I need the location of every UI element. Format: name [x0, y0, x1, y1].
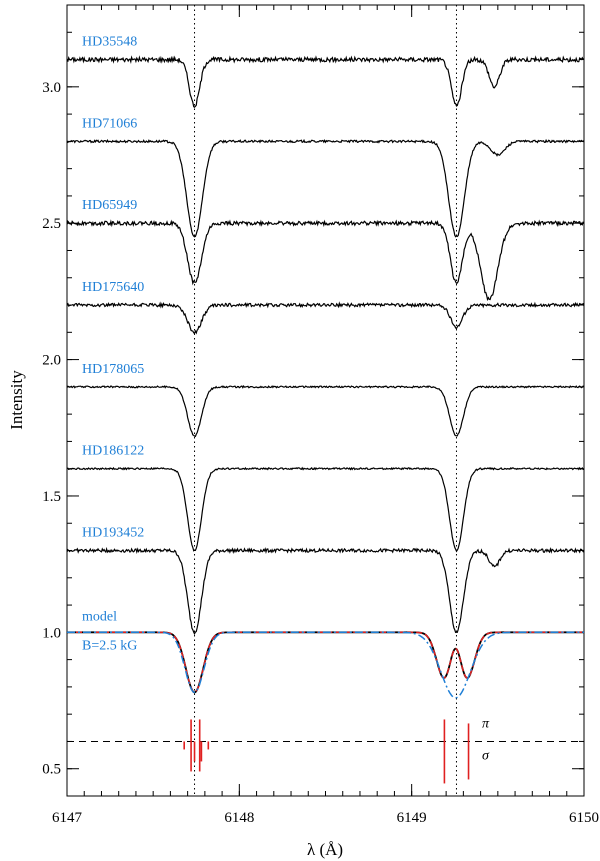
plot-frame-group: [66, 4, 585, 797]
star-label-hd193452: HD193452: [82, 526, 144, 541]
spectra-series: [66, 55, 585, 636]
x-tick-label: 6148: [224, 810, 254, 826]
model-series: [67, 631, 584, 699]
star-label-hd35548: HD35548: [82, 35, 137, 50]
y-tick-label: 2.0: [42, 353, 61, 369]
spectrum-line-hd186122: [66, 466, 585, 553]
plot-frame: [66, 4, 585, 797]
axis-ticks: [66, 4, 585, 797]
y-tick-label: 3.0: [42, 80, 61, 96]
spectrum-line-hd71066: [66, 138, 585, 238]
y-tick-label: 0.5: [42, 762, 61, 778]
y-tick-label: 2.5: [42, 216, 61, 232]
model-curve-0: [67, 631, 584, 694]
sigma-label: σ: [482, 748, 490, 763]
star-labels: HD35548 HD71066 HD65949 HD175640 HD178065 HD1…: [82, 35, 144, 654]
x-axis-title: λ (Å): [307, 840, 343, 859]
pi-label: π: [482, 716, 490, 731]
spectrum-line-hd193452: [66, 546, 585, 636]
y-axis-title: Intensity: [7, 370, 26, 430]
x-tick-label: 6150: [569, 810, 599, 826]
x-tick-label: 6149: [397, 810, 427, 826]
spectrum-line-hd65949: [66, 219, 585, 302]
spectrum-line-hd178065: [66, 385, 585, 438]
x-tick-label: 6147: [52, 810, 83, 826]
star-label-hd71066: HD71066: [82, 116, 137, 131]
star-label-hd65949: HD65949: [82, 198, 137, 213]
star-label-hd178065: HD178065: [82, 362, 144, 377]
model-field-label: B=2.5 kG: [82, 638, 137, 653]
model-curve-1: [67, 631, 584, 694]
zeeman-pattern: πσ: [67, 716, 584, 784]
star-label-hd175640: HD175640: [82, 280, 144, 295]
reference-lines: [194, 5, 457, 796]
star-label-hd186122: HD186122: [82, 444, 144, 459]
y-tick-label: 1.5: [42, 489, 61, 505]
model-label: model: [82, 609, 117, 624]
model-curve-2: [67, 631, 584, 699]
axis-tick-labels: 6147 6148 6149 6150 0.5 1.0 1.5 2.0 2.5 3.0: [42, 80, 599, 826]
spectrum-line-hd35548: [66, 55, 585, 108]
y-tick-label: 1.0: [42, 625, 61, 641]
spectrum-line-hd175640: [66, 301, 585, 335]
